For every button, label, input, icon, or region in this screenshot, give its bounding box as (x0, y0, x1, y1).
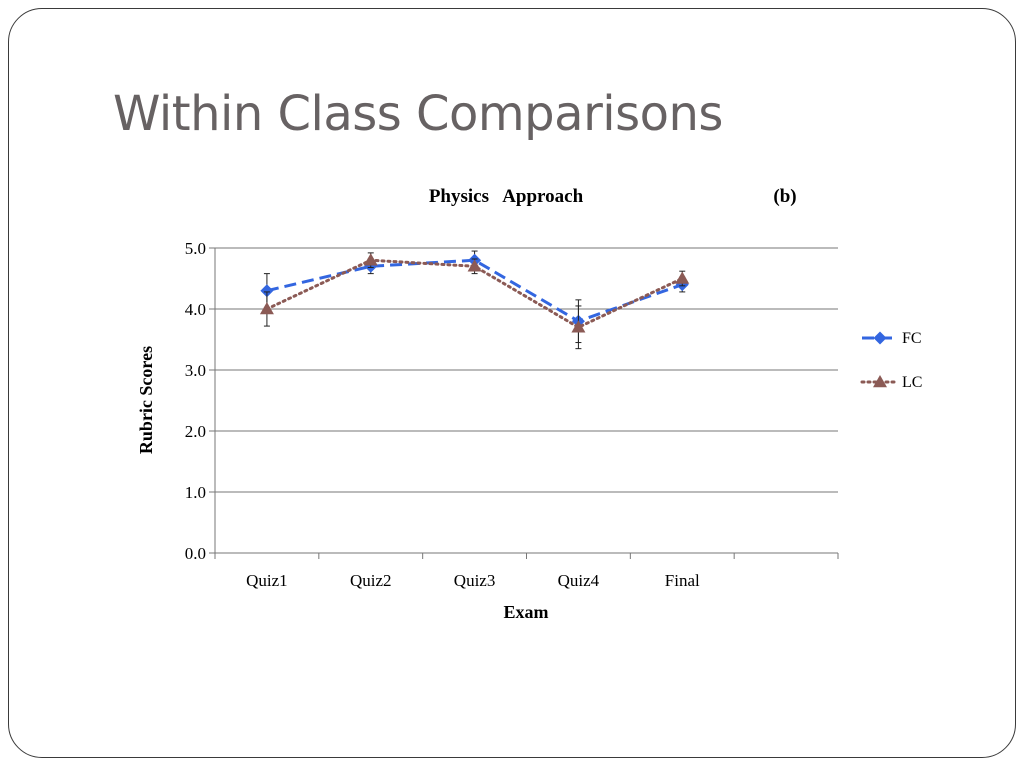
data-point-fc (260, 284, 274, 298)
x-axis-label: Exam (504, 602, 549, 622)
x-tick-label: Quiz2 (350, 571, 392, 590)
data-point-lc (363, 253, 378, 266)
legend-marker-fc (873, 331, 887, 345)
x-tick-label: Quiz4 (558, 571, 600, 590)
chart-title: Physics Approach (429, 186, 584, 207)
legend: FC LC (860, 330, 922, 391)
chart-subtitle: (b) (773, 186, 796, 207)
data-point-lc (571, 320, 586, 333)
series-line-fc (266, 258, 683, 323)
x-tick-label: Quiz3 (454, 571, 496, 590)
y-tick-label: 2.0 (185, 422, 206, 441)
data-point-lc (259, 302, 274, 315)
data-point-lc (467, 259, 482, 272)
y-tick-label: 1.0 (185, 483, 206, 502)
x-tick-label: Quiz1 (246, 571, 288, 590)
y-tick-label: 3.0 (185, 361, 206, 380)
legend-label-lc: LC (902, 374, 922, 391)
y-axis-label: Rubric Scores (136, 346, 156, 454)
plot-area: 0.0 1.0 2.0 3.0 4.0 5.0 Quiz1 Quiz2 Quiz3 Quiz4 Fi… (185, 239, 839, 590)
legend-marker-lc (873, 375, 887, 388)
data-point-lc (675, 271, 690, 284)
x-tick-label: Final (665, 571, 700, 590)
y-tick-label: 4.0 (185, 300, 206, 319)
slide-title: Within Class Comparisons (113, 86, 723, 142)
slide-frame (8, 8, 1016, 758)
legend-label-fc: FC (902, 330, 922, 347)
y-tick-label: 5.0 (185, 239, 206, 258)
y-tick-label: 0.0 (185, 544, 206, 563)
